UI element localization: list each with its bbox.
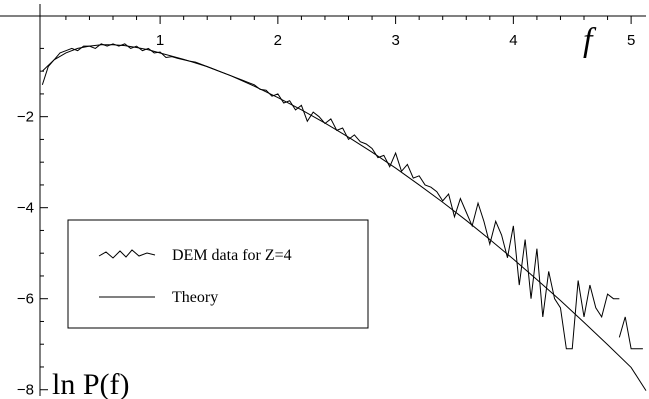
x-tick-label: 3 <box>391 32 399 49</box>
series-dem-data-line <box>618 316 643 350</box>
x-axis-label: f <box>583 22 597 59</box>
y-tick-label: −8 <box>17 382 34 399</box>
series-theory-line <box>42 44 647 391</box>
y-tick-label: −2 <box>17 109 34 126</box>
legend: DEM data for Z=4 Theory <box>67 219 369 329</box>
axes <box>0 4 646 396</box>
tick-labels: 1 2 3 4 5 −2 −4 −6 −8 <box>17 32 635 399</box>
x-tick-label: 2 <box>274 32 282 49</box>
legend-box <box>67 219 369 329</box>
legend-label-dem-data: DEM data for Z=4 <box>172 247 292 264</box>
tick-marks <box>40 16 632 391</box>
x-tick-label: 5 <box>627 32 635 49</box>
series-lines <box>41 43 647 391</box>
x-tick-label: 4 <box>509 32 517 49</box>
y-tick-label: −4 <box>17 200 34 217</box>
legend-swatch-dem-data <box>98 249 156 259</box>
y-axis-label: ln P(f) <box>52 368 130 399</box>
y-tick-label: −6 <box>17 291 34 308</box>
legend-label-theory: Theory <box>172 289 218 306</box>
x-tick-label: 1 <box>156 32 164 49</box>
